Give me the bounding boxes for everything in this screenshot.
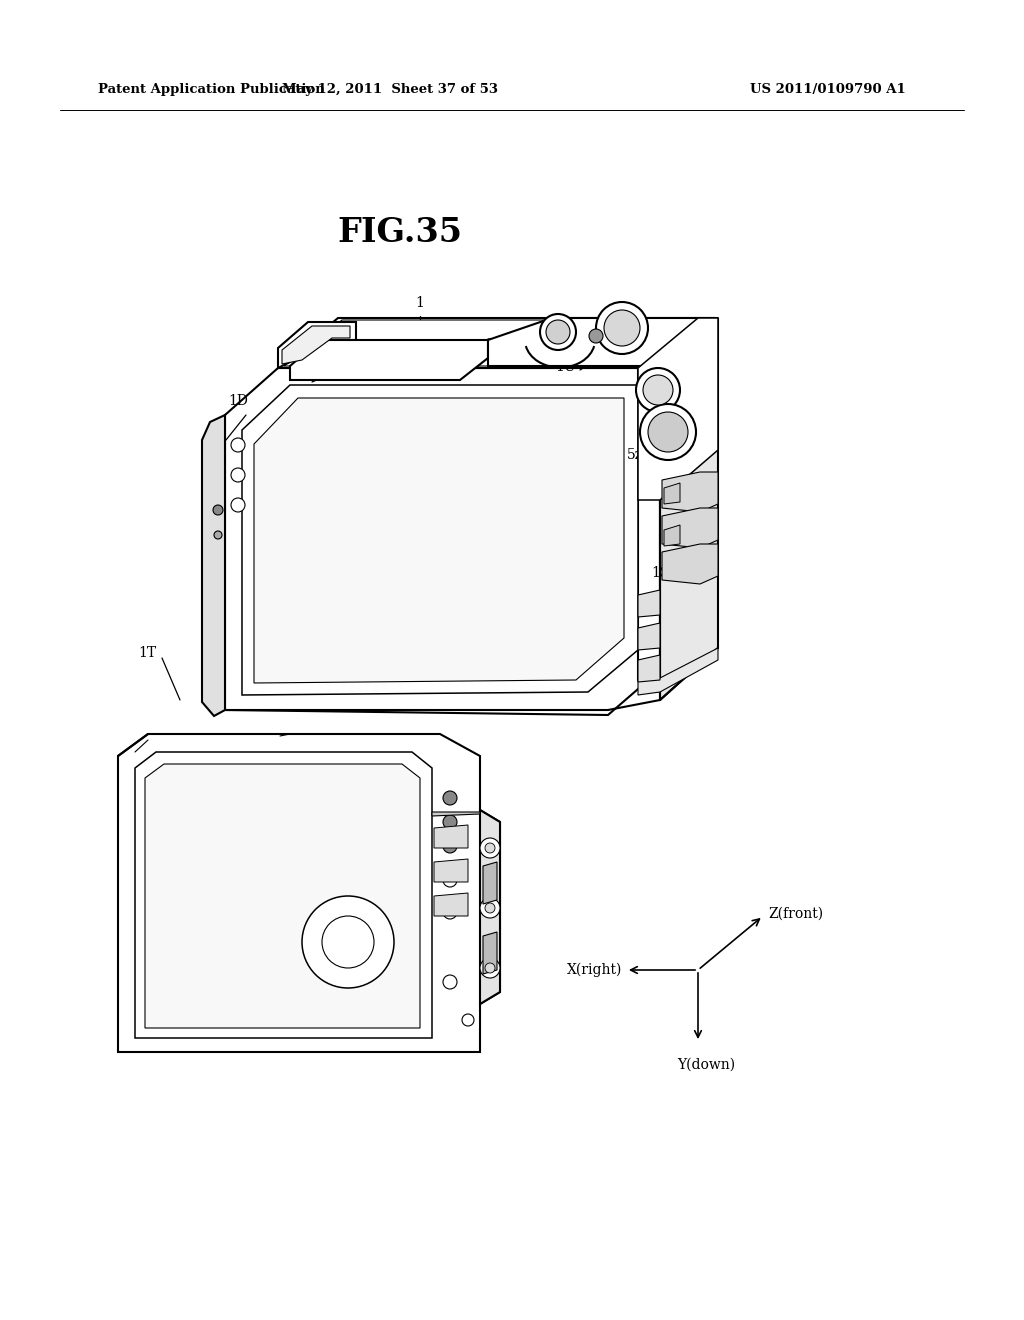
Circle shape xyxy=(589,329,603,343)
Circle shape xyxy=(546,319,570,345)
Text: Z(front): Z(front) xyxy=(768,907,823,921)
Circle shape xyxy=(462,1014,474,1026)
Circle shape xyxy=(643,375,673,405)
Circle shape xyxy=(443,873,457,887)
Text: US 2011/0109790 A1: US 2011/0109790 A1 xyxy=(750,83,906,96)
Polygon shape xyxy=(662,544,718,583)
Polygon shape xyxy=(118,734,500,1052)
Text: 3: 3 xyxy=(486,338,495,352)
Polygon shape xyxy=(488,318,714,366)
Text: 5p: 5p xyxy=(365,605,382,618)
Circle shape xyxy=(213,506,223,515)
Polygon shape xyxy=(432,812,480,816)
Circle shape xyxy=(596,302,648,354)
Polygon shape xyxy=(278,322,356,368)
Polygon shape xyxy=(664,525,680,546)
Text: 3b: 3b xyxy=(520,358,538,372)
Circle shape xyxy=(485,843,495,853)
Polygon shape xyxy=(135,752,432,1038)
Text: 1D: 1D xyxy=(228,393,248,408)
Text: May 12, 2011  Sheet 37 of 53: May 12, 2011 Sheet 37 of 53 xyxy=(282,83,498,96)
Polygon shape xyxy=(434,825,468,847)
Text: 1U: 1U xyxy=(555,360,575,374)
Circle shape xyxy=(443,791,457,805)
Circle shape xyxy=(443,975,457,989)
Polygon shape xyxy=(284,319,712,366)
Polygon shape xyxy=(202,414,225,715)
Polygon shape xyxy=(290,341,488,380)
Text: 1C: 1C xyxy=(581,408,600,422)
Circle shape xyxy=(480,958,500,978)
Polygon shape xyxy=(638,623,660,649)
Polygon shape xyxy=(638,648,718,696)
Text: 5g: 5g xyxy=(332,900,350,913)
Circle shape xyxy=(485,964,495,973)
Circle shape xyxy=(648,412,688,451)
Text: 5t: 5t xyxy=(380,360,394,375)
Text: 1S: 1S xyxy=(651,566,670,579)
Text: X(right): X(right) xyxy=(566,962,622,977)
Circle shape xyxy=(480,898,500,917)
Circle shape xyxy=(485,903,495,913)
Polygon shape xyxy=(434,859,468,882)
Text: 5z: 5z xyxy=(627,447,643,462)
Text: 1T: 1T xyxy=(138,645,156,660)
Circle shape xyxy=(322,916,374,968)
Polygon shape xyxy=(638,655,660,682)
Polygon shape xyxy=(254,399,624,682)
Polygon shape xyxy=(664,483,680,504)
Text: 5x: 5x xyxy=(292,370,308,383)
Polygon shape xyxy=(480,810,500,1005)
Circle shape xyxy=(640,404,696,459)
Polygon shape xyxy=(242,385,638,696)
Text: 5y: 5y xyxy=(534,407,550,420)
Polygon shape xyxy=(145,764,420,1028)
Text: FIG.35: FIG.35 xyxy=(338,215,463,248)
Polygon shape xyxy=(662,473,718,512)
Polygon shape xyxy=(483,862,497,904)
Circle shape xyxy=(604,310,640,346)
Circle shape xyxy=(231,469,245,482)
Polygon shape xyxy=(662,508,718,548)
Circle shape xyxy=(443,906,457,919)
Circle shape xyxy=(480,838,500,858)
Circle shape xyxy=(214,531,222,539)
Text: 1b: 1b xyxy=(359,524,381,540)
Circle shape xyxy=(443,814,457,829)
Polygon shape xyxy=(483,932,497,974)
Text: Y(down): Y(down) xyxy=(677,1059,735,1072)
Text: 1: 1 xyxy=(416,296,424,310)
Circle shape xyxy=(443,840,457,853)
Polygon shape xyxy=(282,326,350,364)
Circle shape xyxy=(636,368,680,412)
Polygon shape xyxy=(660,318,718,700)
Polygon shape xyxy=(638,590,660,616)
Polygon shape xyxy=(638,318,718,500)
Circle shape xyxy=(302,896,394,987)
Text: Patent Application Publication: Patent Application Publication xyxy=(98,83,325,96)
Polygon shape xyxy=(225,368,660,715)
Circle shape xyxy=(231,498,245,512)
Text: 5r: 5r xyxy=(218,845,234,859)
Polygon shape xyxy=(434,894,468,916)
Circle shape xyxy=(540,314,575,350)
Circle shape xyxy=(231,438,245,451)
Polygon shape xyxy=(278,318,718,368)
